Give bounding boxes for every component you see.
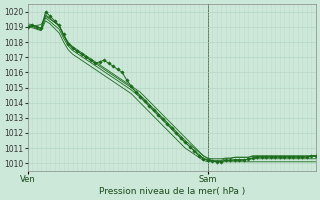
X-axis label: Pression niveau de la mer( hPa ): Pression niveau de la mer( hPa ) (99, 187, 245, 196)
